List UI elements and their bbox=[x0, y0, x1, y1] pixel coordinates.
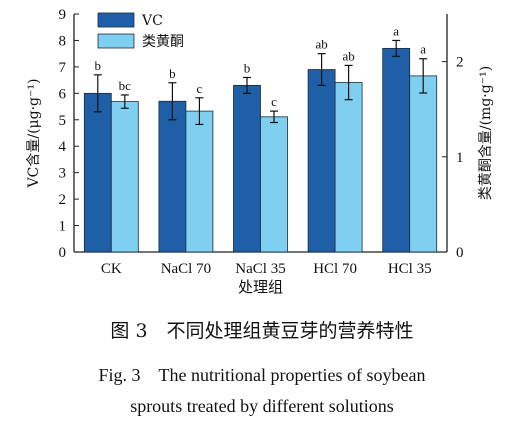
bar-flavonoid bbox=[260, 116, 288, 253]
significance-label: a bbox=[393, 23, 399, 38]
left-tick-label: 2 bbox=[59, 192, 67, 208]
x-axis-label: 处理组 bbox=[238, 278, 283, 296]
left-tick-label: 7 bbox=[59, 60, 67, 76]
significance-label: b bbox=[169, 66, 176, 81]
figure-caption-en-line1: Fig. 3 The nutritional properties of soy… bbox=[98, 365, 426, 385]
legend-label-flavonoid: 类黄酮 bbox=[142, 33, 184, 50]
right-tick-label: 1 bbox=[456, 150, 464, 166]
right-tick-label: 0 bbox=[456, 245, 464, 261]
significance-label: b bbox=[95, 58, 102, 73]
significance-label: ab bbox=[315, 37, 327, 52]
left-tick-label: 9 bbox=[59, 7, 67, 23]
bar-flavonoid bbox=[334, 82, 363, 253]
figure-caption-en-line2: sprouts treated by different solutions bbox=[130, 396, 394, 416]
legend-swatch-vc bbox=[97, 12, 135, 28]
left-tick-label: 3 bbox=[59, 166, 67, 182]
x-tick-label: NaCl 70 bbox=[161, 261, 211, 277]
significance-label: b bbox=[244, 60, 251, 75]
left-tick-label: 5 bbox=[59, 113, 67, 129]
bar-flavonoid bbox=[110, 101, 139, 253]
right-tick-label: 2 bbox=[456, 55, 464, 71]
significance-label: c bbox=[197, 81, 203, 96]
left-tick-label: 0 bbox=[59, 245, 67, 261]
bar-vc bbox=[83, 92, 112, 253]
bar-vc bbox=[158, 100, 187, 253]
significance-label: c bbox=[271, 94, 277, 109]
left-tick-label: 6 bbox=[59, 86, 67, 102]
chart: 0 1 2 3 4 5 6 7 8 9 0 1 2 VC含量/(μg·g⁻¹) 类黄酮含量/(mg·g⁻¹)… bbox=[26, 7, 494, 296]
left-tick-label: 1 bbox=[59, 219, 67, 235]
left-tick-label: 8 bbox=[59, 33, 67, 49]
chart-axes: 0 1 2 3 4 5 6 7 8 9 0 1 2 VC含量/(μg·g⁻¹) 类黄酮含量/(mg·g⁻¹)… bbox=[26, 7, 494, 296]
bar-flavonoid bbox=[185, 110, 214, 253]
bar-vc bbox=[307, 69, 336, 253]
x-tick-label: NaCl 35 bbox=[235, 261, 285, 277]
bar-vc bbox=[233, 85, 261, 253]
significance-label: a bbox=[420, 42, 426, 57]
bar-flavonoid bbox=[409, 75, 438, 253]
left-axis-label: VC含量/(μg·g⁻¹) bbox=[26, 79, 42, 189]
significance-label: ab bbox=[342, 48, 354, 63]
right-axis-label: 类黄酮含量/(mg·g⁻¹) bbox=[477, 66, 494, 200]
figure-caption-cn: 图 3 不同处理组黄豆芽的营养特性 bbox=[110, 320, 414, 342]
x-tick-label: HCl 35 bbox=[388, 261, 432, 277]
significance-label: bc bbox=[119, 78, 132, 93]
chart-legend: VC 类黄酮 bbox=[97, 12, 184, 50]
legend-swatch-flavonoid bbox=[97, 33, 135, 49]
x-tick-label: HCl 70 bbox=[313, 261, 357, 277]
left-tick-label: 4 bbox=[59, 139, 67, 155]
x-tick-label: CK bbox=[101, 261, 122, 277]
legend-label-vc: VC bbox=[141, 13, 163, 29]
bar-vc bbox=[382, 47, 411, 253]
